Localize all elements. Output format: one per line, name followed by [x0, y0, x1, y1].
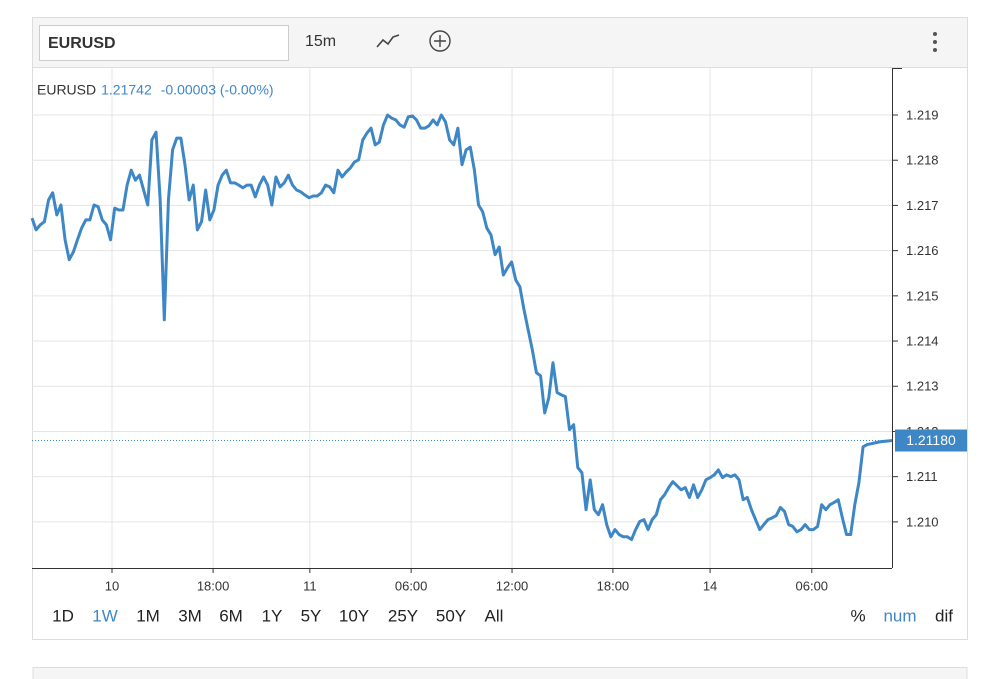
- x-tick-label: 06:00: [395, 578, 428, 593]
- x-tick-label: 06:00: [796, 578, 829, 593]
- symbol-input[interactable]: [39, 25, 289, 61]
- chart-type-icon[interactable]: [376, 34, 400, 48]
- mode-button[interactable]: num: [883, 606, 916, 625]
- range-button[interactable]: 10Y: [339, 606, 369, 625]
- x-tick-label: 18:00: [597, 578, 630, 593]
- menu-dot[interactable]: [933, 40, 937, 44]
- y-tick-label: 1.213: [906, 379, 939, 394]
- y-tick-label: 1.216: [906, 243, 939, 258]
- next-panel: [32, 667, 968, 679]
- range-button[interactable]: 1D: [52, 606, 74, 625]
- range-button[interactable]: 1Y: [262, 606, 283, 625]
- panel: [32, 17, 968, 640]
- range-button[interactable]: 1M: [136, 606, 160, 625]
- price-label-box: [895, 429, 967, 452]
- mode-button[interactable]: %: [850, 606, 865, 625]
- symbol-input-text[interactable]: EURUSD: [48, 35, 116, 52]
- compare-plus[interactable]: [434, 35, 446, 47]
- quote-change: -0.00003 (-0.00%): [161, 82, 274, 98]
- range-button[interactable]: 5Y: [301, 606, 322, 625]
- y-tick-label: 1.214: [906, 333, 939, 348]
- price-series: [30, 113, 893, 542]
- y-tick-label: 1.210: [906, 514, 939, 529]
- legend-symbol: EURUSD: [37, 82, 96, 98]
- y-tick-label: 1.211: [906, 469, 938, 484]
- y-tick-label: 1.218: [906, 153, 939, 168]
- x-tick-label: 18:00: [197, 578, 230, 593]
- menu-dot[interactable]: [933, 48, 937, 52]
- y-tick-label: 1.217: [906, 198, 939, 213]
- range-button[interactable]: 1W: [92, 606, 118, 625]
- compare-icon[interactable]: [429, 30, 451, 52]
- quote-price: 1.21742: [101, 82, 152, 98]
- range-button[interactable]: 6M: [219, 606, 243, 625]
- range-button[interactable]: 3M: [178, 606, 202, 625]
- range-button[interactable]: 25Y: [388, 606, 418, 625]
- menu-icon[interactable]: [933, 32, 937, 52]
- y-tick-label: 1.219: [906, 107, 939, 122]
- range-button[interactable]: 50Y: [436, 606, 466, 625]
- interval[interactable]: 15m: [305, 33, 336, 50]
- x-tick-label: 10: [105, 578, 119, 593]
- x-tick-label: 14: [703, 578, 717, 593]
- y-tick-label: 1.215: [906, 288, 939, 303]
- menu-dot[interactable]: [933, 32, 937, 36]
- price-label: 1.21180: [906, 432, 956, 448]
- compare-circle[interactable]: [429, 30, 451, 52]
- mode-button[interactable]: dif: [935, 606, 953, 625]
- x-tick-label: 12:00: [496, 578, 529, 593]
- x-tick-label: 11: [303, 578, 317, 593]
- range-button[interactable]: All: [485, 606, 504, 625]
